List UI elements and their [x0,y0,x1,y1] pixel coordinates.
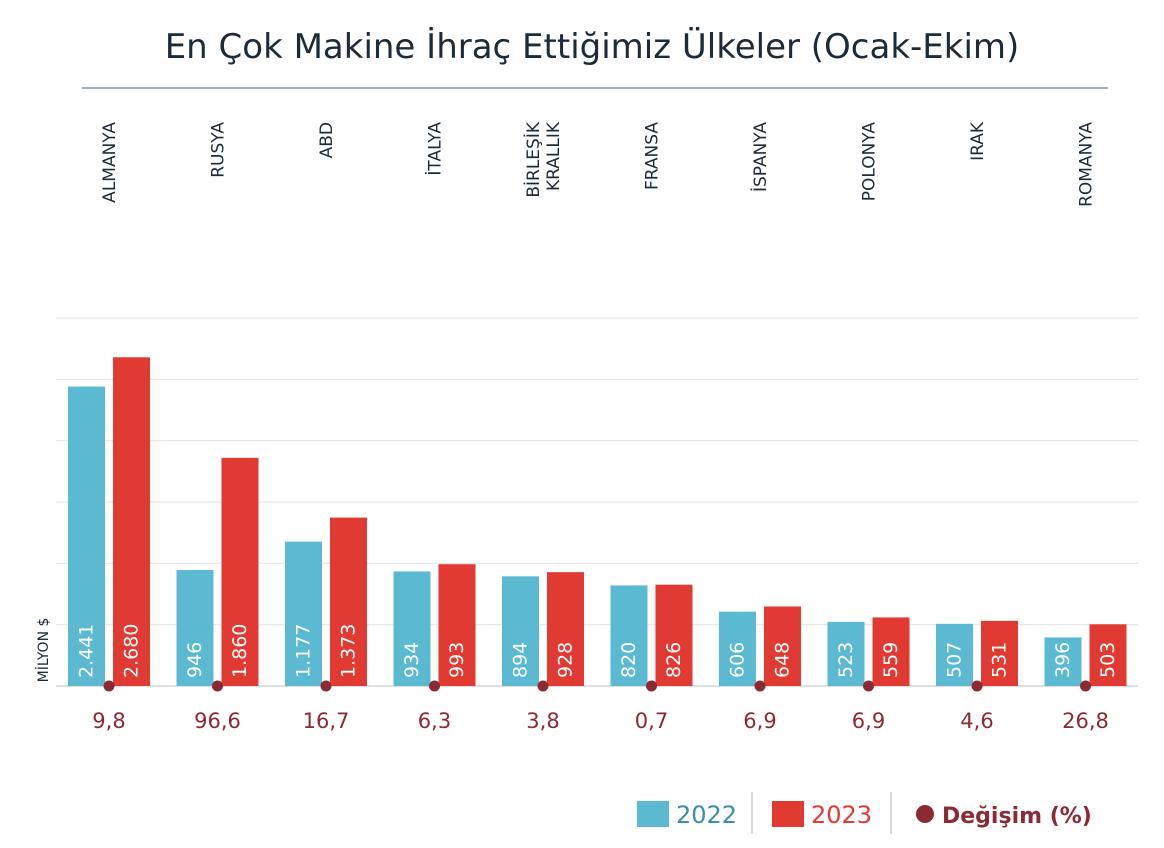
bar-2023-3 [438,564,476,686]
change-dot-2 [320,680,332,692]
category-label-3: İTALYA [425,122,446,176]
category-label-7: POLONYA [860,122,880,202]
bar-2022-9 [1044,637,1082,686]
change-value-6: 6,9 [743,709,776,733]
bar-2023-0 [113,357,150,686]
bar-2022-1 [176,569,214,686]
data-label-2023-9: 503 [1097,642,1119,678]
data-label-2022-1: 946 [184,642,206,678]
change-dot-9 [1080,680,1091,692]
category-label-6: İSPANYA [750,122,771,192]
bar-2022-3 [393,571,431,686]
data-label-2022-5: 820 [618,642,640,678]
legend: 2022 2023 Değişim (%) [637,792,1092,834]
legend-label-change: Değişim (%) [942,804,1092,829]
bar-2022-0 [68,386,105,686]
data-label-2023-0: 2.680 [121,624,143,678]
chart-title: En Çok Makine İhraç Ettiğimiz Ülkeler (O… [165,26,1020,67]
change-value-3: 6,3 [418,709,451,733]
change-dot-5 [646,680,657,692]
bar-2023-8 [981,620,1018,686]
bar-2023-1 [221,457,259,686]
change-value-1: 96,6 [194,709,241,733]
category-label-9: ROMANYA [1077,122,1097,207]
change-values: 9,8 96,6 16,7 6,3 3,8 0,7 6,9 6,9 4,6 26,8 [92,680,1109,733]
change-dot-4 [537,680,549,692]
data-label-2023-2: 1.373 [338,624,360,678]
change-dot-7 [863,680,874,692]
bar-2022-2 [285,541,322,686]
data-label-2022-6: 606 [727,642,749,678]
bar-2023-5 [655,584,693,686]
bar-2023-7 [872,617,910,686]
change-dot-0 [103,680,115,692]
legend-label-2023: 2023 [811,801,872,829]
bar-2022-7 [827,621,865,686]
category-label-5: FRANSA [643,122,663,190]
legend-label-2022: 2022 [676,801,737,829]
data-label-2022-8: 507 [944,642,966,678]
legend-swatch-2022 [637,801,669,827]
data-label-2023-4: 928 [555,642,577,678]
data-label-2023-8: 531 [989,642,1011,678]
data-label-2022-4: 894 [510,642,532,678]
bar-2023-4 [547,572,584,686]
y-axis-label: MİLYON $ [34,618,52,683]
category-labels: ALMANYA RUSYA ABD İTALYA BİRLEŞİKKRALLIK FRAN… [100,121,1097,207]
change-value-4: 3,8 [526,709,559,733]
bars: 2.441 2.680 946 1.860 1.177 1.373 934 993 894 928… [68,357,1127,686]
data-label-2023-6: 648 [772,642,794,678]
category-label-1: RUSYA [209,122,229,178]
data-label-2022-0: 2.441 [76,624,98,678]
change-dot-8 [971,680,983,692]
change-value-8: 4,6 [960,709,993,733]
change-value-0: 9,8 [92,709,125,733]
bar-2022-6 [719,611,756,686]
category-label-4: BİRLEŞİKKRALLIK [523,121,564,198]
legend-swatch-2023 [772,801,804,827]
change-dot-1 [212,680,223,692]
bar-2023-9 [1089,624,1127,686]
bar-2023-2 [330,517,367,686]
gridlines [56,317,1138,687]
data-label-2023-3: 993 [446,642,468,678]
change-value-2: 16,7 [303,709,350,733]
data-label-2023-7: 559 [880,642,902,678]
category-label-8: IRAK [968,121,988,161]
bar-2022-5 [610,585,648,686]
change-dot-6 [754,680,766,692]
bar-2022-8 [936,623,973,686]
data-label-2023-5: 826 [663,642,685,678]
legend-change-dot [916,805,934,823]
change-value-7: 6,9 [852,709,885,733]
category-label-2: ABD [317,122,337,158]
data-label-2022-9: 396 [1052,642,1074,678]
data-label-2023-1: 1.860 [229,624,251,678]
change-dot-3 [429,680,440,692]
change-value-9: 26,8 [1062,709,1109,733]
data-label-2022-7: 523 [835,642,857,678]
data-label-2022-2: 1.177 [293,624,315,678]
data-label-2022-3: 934 [401,642,423,678]
bar-2023-6 [764,606,801,686]
change-value-5: 0,7 [635,709,668,733]
bar-2022-4 [502,576,539,686]
category-label-0: ALMANYA [100,122,120,203]
